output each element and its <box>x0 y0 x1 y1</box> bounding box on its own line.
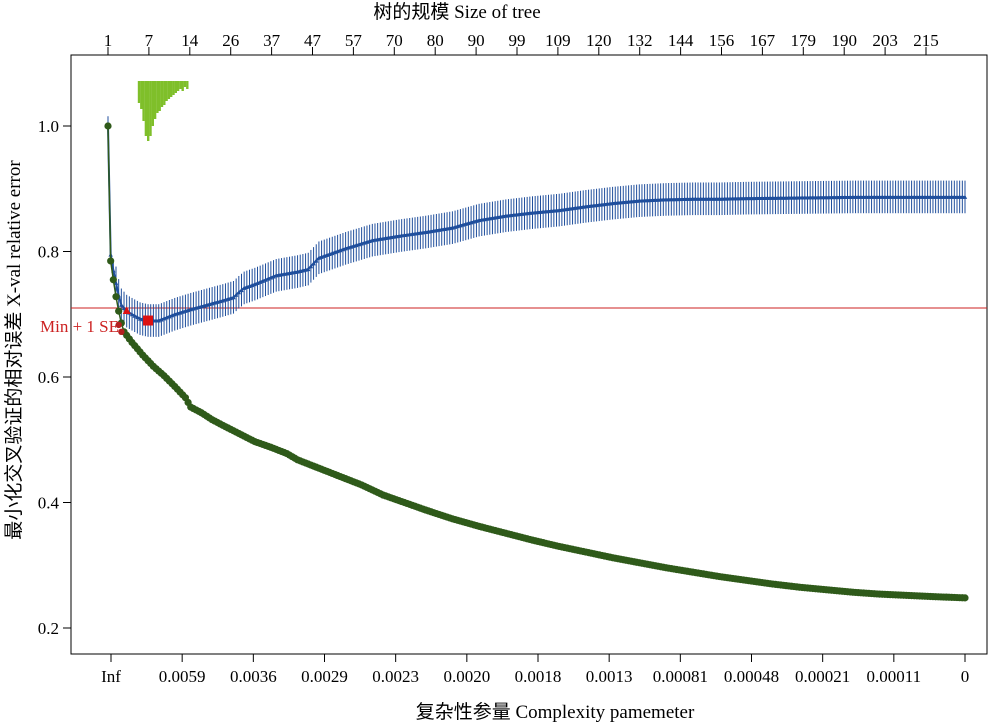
xval-point <box>308 264 314 269</box>
y-tick-label: 0.2 <box>38 619 59 638</box>
xval-point <box>271 274 276 279</box>
rug-bars <box>137 81 189 141</box>
y-axis-label: 最小化交叉验证的相对误差 X-val relative error <box>3 160 25 540</box>
y-tick-label: 1.0 <box>38 117 59 136</box>
x-top-tick-label: 7 <box>145 31 154 50</box>
x-bottom-tick-label: 0.00021 <box>795 667 850 686</box>
xval-point <box>137 316 143 321</box>
xval-point <box>236 290 242 295</box>
xval-point <box>265 276 271 281</box>
x-top-tick-label: 156 <box>709 31 735 50</box>
xval-point <box>231 295 236 300</box>
xval-series <box>105 116 968 337</box>
x-top-tick-label: 120 <box>586 31 612 50</box>
x-bottom-tick-label: 0 <box>961 667 970 686</box>
xval-point <box>132 313 137 318</box>
x-top-tick-label: 144 <box>668 31 694 50</box>
y-axis: 0.2 0.4 0.6 0.8 1.0 <box>38 117 71 638</box>
y-tick-label: 0.8 <box>38 243 59 262</box>
xval-point <box>239 287 244 293</box>
x-top-tick-label: 167 <box>750 31 776 50</box>
xval-point <box>962 194 968 199</box>
x-bottom-tick-label: 0.00081 <box>653 667 708 686</box>
x-axis-bottom: Inf 0.0059 0.0036 0.0029 0.0023 0.0020 0.0018 0… <box>101 654 969 686</box>
x-bottom-tick-label: 0.00048 <box>724 667 779 686</box>
y-tick-label: 0.6 <box>38 368 59 387</box>
xval-point <box>306 266 311 272</box>
x-bottom-tick-label: 0.0023 <box>372 667 419 686</box>
xval-point <box>257 279 263 284</box>
x-bottom-tick-label: 0.0013 <box>586 667 633 686</box>
x-bottom-tick-label: 0.0029 <box>301 667 348 686</box>
train-point <box>104 122 112 130</box>
plot-frame <box>70 54 988 655</box>
min-circle-marker <box>118 328 125 336</box>
xval-point <box>113 280 119 285</box>
y-tick-label: 0.4 <box>38 494 60 513</box>
min-plus-1se-label: Min + 1 SE <box>40 317 119 336</box>
x-bottom-tick-label: 0.00011 <box>867 667 922 686</box>
top-axis-title: 树的规模 Size of tree <box>373 1 540 23</box>
xval-point <box>311 261 316 266</box>
x-top-tick-label: 109 <box>545 31 571 50</box>
x-top-tick-label: 70 <box>386 31 403 50</box>
x-top-tick-label: 179 <box>791 31 817 50</box>
x-bottom-tick-label: 0.0036 <box>230 667 277 686</box>
x-top-tick-label: 99 <box>509 31 526 50</box>
x-top-tick-label: 57 <box>345 31 363 50</box>
x-top-tick-label: 14 <box>181 31 199 50</box>
min-circle-marker <box>115 321 122 329</box>
xval-point <box>268 275 274 280</box>
x-bottom-tick-label: Inf <box>101 667 121 686</box>
train-point <box>961 594 969 602</box>
x-bottom-tick-label: 0.0018 <box>515 667 562 686</box>
x-top-tick-label: 203 <box>872 31 898 50</box>
x-top-tick-label: 26 <box>222 31 239 50</box>
min-triangle-marker <box>122 306 131 314</box>
train-point <box>109 276 117 284</box>
train-point <box>115 307 123 315</box>
train-point <box>112 293 120 301</box>
x-top-tick-label: 1 <box>104 31 113 50</box>
xval-point <box>314 258 319 263</box>
xval-point <box>252 281 258 287</box>
xval-point <box>121 305 127 310</box>
x-top-tick-label: 90 <box>468 31 485 50</box>
xval-point <box>135 314 140 320</box>
min-square-marker <box>143 315 154 326</box>
train-series <box>104 122 969 602</box>
x-top-tick-label: 215 <box>913 31 939 50</box>
min-markers <box>115 306 154 336</box>
x-top-tick-label: 37 <box>263 31 281 50</box>
x-top-tick-label: 80 <box>427 31 444 50</box>
train-point <box>107 257 115 265</box>
x-top-tick-label: 190 <box>831 31 857 50</box>
xval-point <box>129 312 135 317</box>
x-bottom-tick-label: 0.0059 <box>159 667 206 686</box>
xval-point <box>260 278 266 283</box>
x-top-tick-label: 47 <box>304 31 322 50</box>
xval-point <box>263 277 268 282</box>
x-bottom-tick-label: 0.0020 <box>443 667 490 686</box>
x-top-tick-label: 132 <box>627 31 653 50</box>
xval-point <box>255 280 260 286</box>
xval-point <box>233 292 239 297</box>
xval-point <box>119 302 124 307</box>
x-axis-top: 1 7 14 26 37 47 57 70 80 90 99 109 120 132 144 156 167 17… <box>104 31 939 55</box>
x-axis-label: 复杂性参量 Complexity pamemeter <box>416 701 695 722</box>
